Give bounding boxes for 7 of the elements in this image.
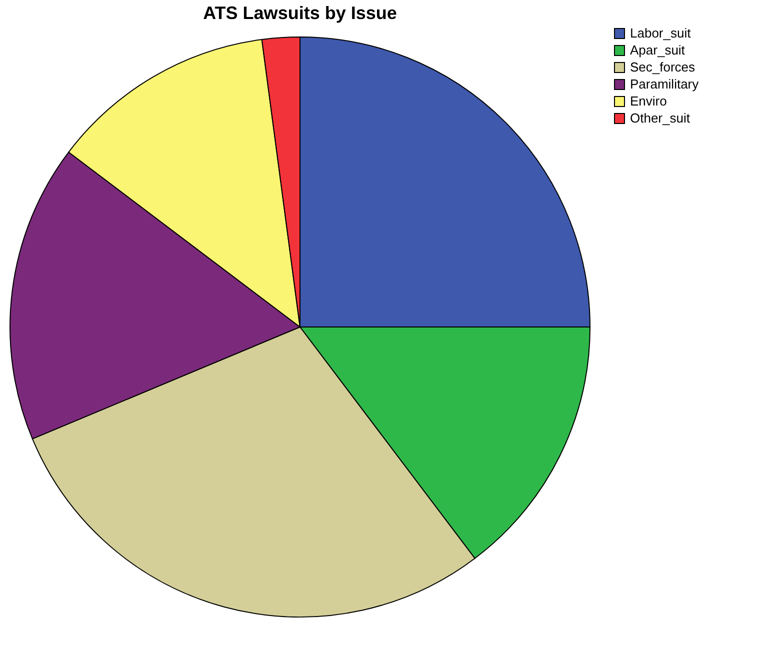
- legend-label: Sec_forces: [630, 60, 696, 74]
- legend-label: Labor_suit: [630, 26, 692, 40]
- legend-label: Paramilitary: [630, 76, 700, 92]
- chart-title: ATS Lawsuits by Issue: [203, 3, 397, 23]
- legend-label: Other_suit: [630, 110, 690, 126]
- legend-label: Apar_suit: [630, 42, 686, 58]
- legend-label: Enviro: [630, 94, 667, 108]
